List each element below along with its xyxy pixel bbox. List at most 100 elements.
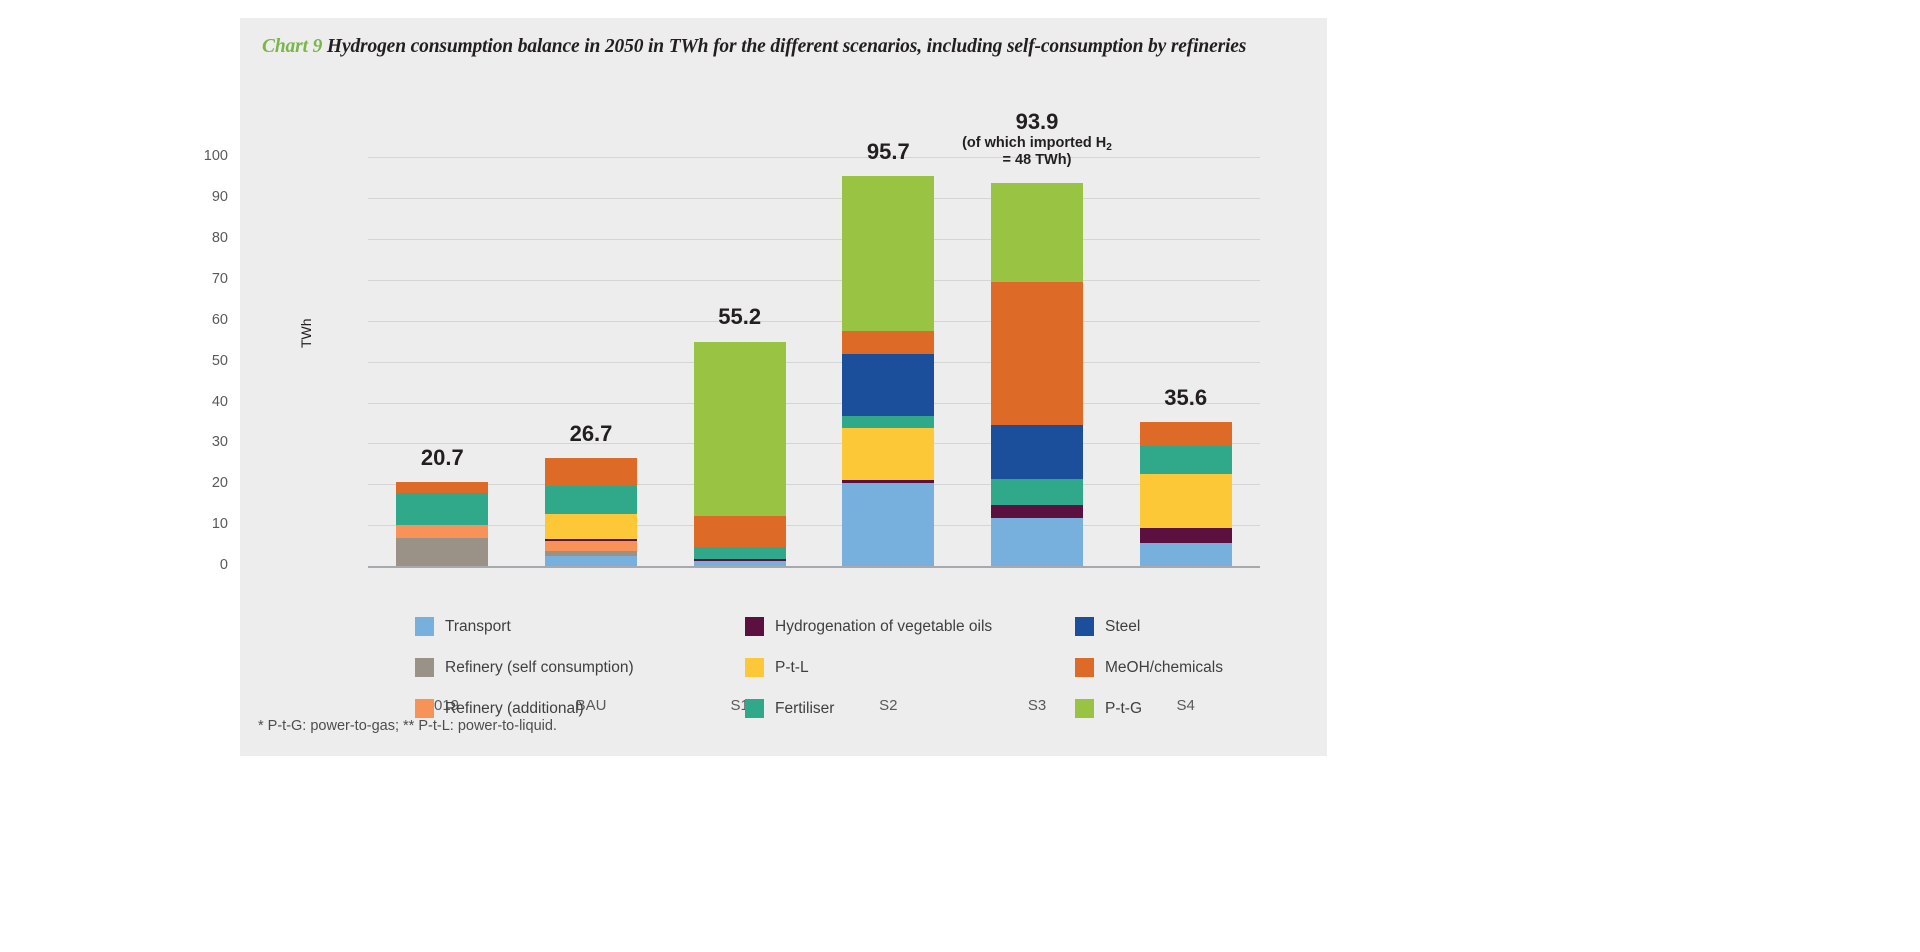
bar-group-s3[interactable]: 93.9 (of which imported H2 = 48 TWh) [962, 109, 1112, 567]
legend-item[interactable]: Steel [1075, 612, 1223, 641]
bar-segment-hydrogenation-of-vegetable-oils[interactable] [991, 504, 1083, 518]
legend-swatch-meoh [1075, 658, 1094, 677]
legend-item[interactable]: Refinery (additional) [415, 694, 634, 723]
bar-group-bau[interactable]: 26.7 [545, 138, 637, 567]
bar-segment-p-t-g[interactable] [842, 176, 935, 332]
bar-group-s4[interactable]: 35.6 [1139, 138, 1232, 567]
bar-segment-steel[interactable] [842, 353, 935, 416]
bar-segment-refinery-additional[interactable] [396, 525, 489, 538]
y-gridline [368, 198, 1260, 200]
x-axis-category-label-s1: S1 [730, 697, 749, 714]
bar-segment-hydrogenation-of-vegetable-oils[interactable] [545, 538, 637, 542]
figure-title: Chart 9 Hydrogen consumption balance in … [262, 36, 1312, 58]
bar-total-label: 26.7 [569, 420, 613, 446]
bar-segment-hydrogenation-of-vegetable-oils[interactable] [1139, 527, 1232, 544]
y-axis-tick-label: 40 [211, 393, 228, 410]
legend-swatch-hydrogenation [745, 617, 764, 636]
y-axis-tick-label: 30 [211, 434, 228, 451]
legend-swatch-refinery-self [415, 658, 434, 677]
bar-segment-transport[interactable] [991, 517, 1083, 567]
chart-number-label: Chart 9 [262, 36, 323, 57]
bar-total-label: 55.2 [718, 304, 762, 330]
legend-swatch-ptl [745, 658, 764, 677]
bar-segment-steel[interactable] [991, 425, 1083, 480]
y-axis-tick-label: 100 [203, 148, 228, 165]
legend-item[interactable]: Hydrogenation of vegetable oils [745, 612, 992, 641]
bar-segment-meoh-chemicals[interactable] [396, 482, 489, 494]
legend-swatch-ptg [1075, 699, 1094, 718]
bar-segment-transport[interactable] [693, 561, 786, 567]
bar-annotation-note: (of which imported H2 = 48 TWh) [962, 135, 1112, 169]
bar-total-label: 95.7 [866, 138, 910, 164]
legend-label: Steel [1105, 617, 1141, 635]
legend-item[interactable]: Transport [415, 612, 634, 641]
y-axis-tick-label: 60 [211, 311, 228, 328]
stacked-bar[interactable] [991, 183, 1083, 567]
bar-segment-fertiliser[interactable] [991, 479, 1083, 505]
y-gridline [368, 361, 1260, 363]
bar-segment-transport[interactable] [545, 555, 637, 567]
bar-segment-meoh-chemicals[interactable] [842, 331, 935, 354]
bar-segment-hydrogenation-of-vegetable-oils[interactable] [693, 559, 786, 562]
y-axis-tick-label: 0 [219, 557, 228, 573]
y-axis-tick-label: 10 [211, 516, 228, 533]
legend-item[interactable]: Refinery (self consumption) [415, 653, 634, 682]
stacked-bar[interactable] [1139, 421, 1232, 567]
legend-label: P-t-L [775, 658, 809, 676]
stacked-bar[interactable] [842, 176, 935, 567]
bar-segment-meoh-chemicals[interactable] [693, 516, 786, 547]
bar-segment-refinery-self-consumption[interactable] [545, 550, 637, 556]
bar-segment-fertiliser[interactable] [545, 486, 637, 514]
x-axis-baseline [368, 566, 1260, 568]
legend-label: Transport [445, 617, 511, 635]
x-axis-category-label-s2: S2 [879, 697, 898, 714]
y-gridline [368, 157, 1260, 159]
y-axis-tick-label: 90 [211, 189, 228, 206]
legend-label: Refinery (self consumption) [445, 658, 634, 676]
y-gridline [368, 525, 1260, 527]
chart-title-text: Hydrogen consumption balance in 2050 in … [326, 36, 1247, 57]
bar-segment-transport[interactable] [842, 483, 935, 567]
bar-group-s2[interactable]: 95.7 [842, 138, 935, 567]
legend-item[interactable]: Fertiliser [745, 694, 992, 723]
y-axis-tick-label: 70 [211, 271, 228, 287]
y-axis-tick-label: 20 [211, 475, 228, 492]
bar-segment-meoh-chemicals[interactable] [545, 457, 637, 487]
bar-segment-p-t-l[interactable] [842, 428, 935, 481]
bar-segment-fertiliser[interactable] [693, 547, 786, 560]
legend-label: P-t-G [1105, 699, 1143, 717]
legend-item[interactable]: MeOH/chemicals [1075, 653, 1223, 682]
bar-segment-fertiliser[interactable] [1139, 446, 1232, 474]
legend-swatch-fertiliser [745, 699, 764, 718]
legend-item[interactable]: P-t-L [745, 653, 992, 682]
bar-total-label: 93.9 [1015, 109, 1059, 135]
bar-segment-hydrogenation-of-vegetable-oils[interactable] [842, 480, 935, 484]
bar-segment-meoh-chemicals[interactable] [1139, 421, 1232, 447]
x-axis-category-label-s3: S3 [1027, 697, 1047, 714]
legend-item[interactable]: P-t-G [1075, 694, 1223, 723]
bar-group-s1[interactable]: 55.2 [693, 138, 786, 567]
bar-segment-p-t-g[interactable] [693, 341, 786, 517]
bar-segment-fertiliser[interactable] [396, 493, 489, 526]
legend-swatch-steel [1075, 617, 1094, 636]
y-gridline [368, 280, 1260, 281]
bar-total-label: 35.6 [1164, 384, 1208, 410]
figure-footnote: * P-t-G: power-to-gas; ** P-t-L: power-t… [258, 718, 557, 734]
stacked-bar[interactable] [545, 457, 637, 567]
bar-segment-meoh-chemicals[interactable] [991, 282, 1083, 426]
bar-segment-p-t-l[interactable] [1139, 473, 1232, 528]
bar-group-2019[interactable]: 20.7 [396, 138, 489, 567]
bar-segment-p-t-l[interactable] [545, 513, 637, 539]
stacked-bar[interactable] [693, 341, 786, 567]
y-gridline [368, 443, 1260, 445]
bar-segment-p-t-g[interactable] [991, 183, 1083, 283]
legend-label: Hydrogenation of vegetable oils [775, 617, 993, 635]
x-axis-category-label-2019: 2019 [425, 697, 460, 714]
y-axis-tick-label: 80 [211, 230, 228, 247]
bar-segment-refinery-additional[interactable] [545, 541, 637, 551]
stacked-bar[interactable] [396, 482, 489, 567]
bar-segment-refinery-self-consumption[interactable] [396, 537, 489, 567]
bar-segment-transport[interactable] [1139, 543, 1232, 567]
bar-segment-fertiliser[interactable] [842, 415, 935, 429]
